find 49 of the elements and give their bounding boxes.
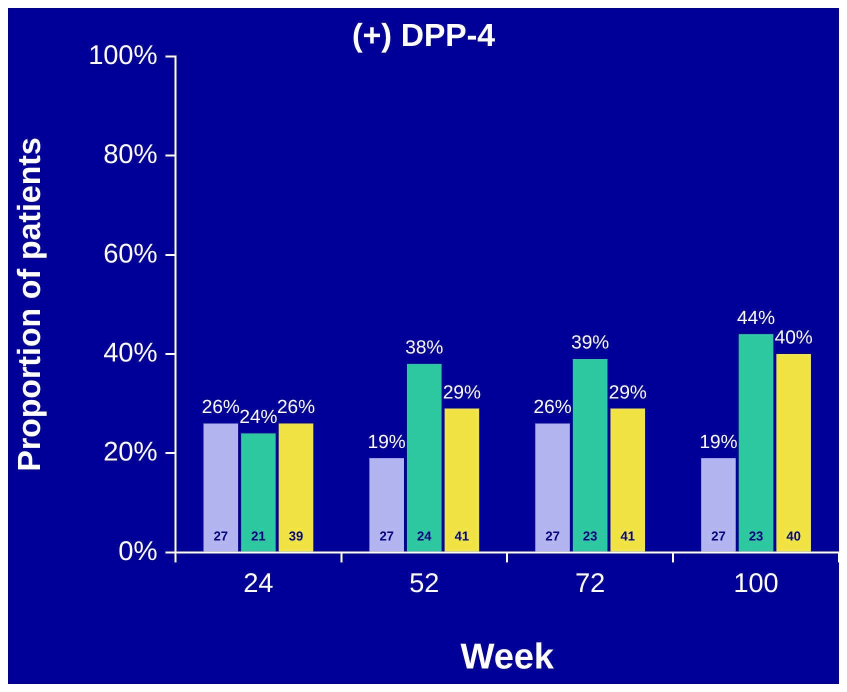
annotation: 27 [711,528,726,544]
bar [572,358,608,552]
data-label: 19% [368,432,406,453]
annotation: 27 [379,528,394,544]
data-label: 26% [202,397,240,418]
annotation: 40 [786,528,801,544]
bar [369,458,404,552]
chart-title: (+) DPP-4 [352,17,496,54]
data-label: 44% [737,308,776,329]
data-label: 38% [405,338,444,359]
data-label: 39% [571,332,610,354]
data-label: 29% [442,382,482,404]
bar [610,408,646,552]
x-axis-title: Week [460,635,555,676]
x-tick-label: 24 [243,568,274,598]
data-label: 40% [774,328,813,349]
data-label: 19% [699,432,738,453]
bar [701,458,736,552]
annotation: 24 [417,528,432,544]
y-tick-label: 0% [118,536,158,566]
bar [444,408,480,552]
annotation: 41 [454,528,470,544]
y-tick-label: 100% [88,40,158,70]
annotation: 39 [288,528,304,544]
x-tick-label: 100 [734,568,779,598]
bar [535,423,570,552]
bar [738,334,774,552]
annotation: 23 [748,528,764,544]
y-tick-label: 60% [103,238,158,268]
x-tick-label: 72 [575,568,606,598]
data-label: 26% [534,397,572,418]
bar [241,433,276,552]
annotation: 27 [545,528,560,544]
x-tick-label: 52 [409,568,440,598]
data-label: 24% [239,407,278,428]
y-tick-label: 80% [103,139,158,170]
data-label: 26% [276,397,316,418]
y-axis-title: Proportion of patients [11,137,48,472]
annotation: 21 [251,528,266,544]
bar [776,354,811,552]
y-tick-label: 20% [103,436,158,467]
y-tick-label: 40% [103,337,158,368]
annotation: 27 [214,528,228,544]
annotation: 23 [582,528,598,544]
data-label: 29% [608,382,647,404]
bar [278,423,314,552]
annotation: 41 [620,528,636,544]
bar [406,364,442,552]
bar [204,423,238,552]
